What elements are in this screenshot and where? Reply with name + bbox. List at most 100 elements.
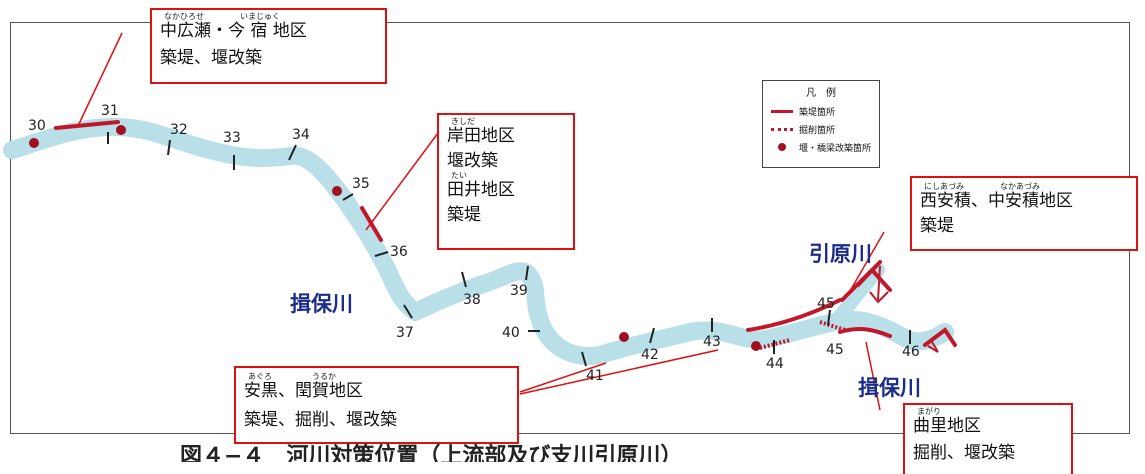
callout-nakahirose: なかひろせ いまじゅく 中広瀬・今 宿 地区 築堤、堰改築 bbox=[150, 8, 387, 84]
excavation-works bbox=[759, 320, 846, 350]
legend-item-excavation: 掘削箇所 bbox=[771, 123, 836, 136]
callout-title: まがり 曲里地区 bbox=[913, 408, 1063, 438]
ruby-text: なかあづみ bbox=[1000, 182, 1040, 191]
callout-title-text: 田井地区 bbox=[447, 179, 515, 200]
excavation-45 bbox=[819, 320, 846, 332]
river-channel bbox=[3, 117, 954, 365]
dotted-red-line-icon bbox=[771, 123, 793, 135]
arrow-upstream bbox=[927, 341, 939, 353]
station-label: 43 bbox=[703, 334, 721, 350]
red-dot-icon bbox=[771, 141, 793, 153]
hikihara-river-channel bbox=[828, 263, 885, 329]
river-label-ibo-upper: 揖保川 bbox=[290, 292, 353, 316]
embankment-tai bbox=[360, 206, 383, 242]
weir-dot-42 bbox=[619, 332, 629, 342]
callout-kishida: きしだ 岸田地区 堰改築 たい 田井地区 築堤 bbox=[437, 113, 575, 250]
tributary-arrows bbox=[869, 265, 939, 353]
callout-title: あぐろ うるか 安黒、閏賀地区 bbox=[244, 373, 509, 403]
tick-45 bbox=[827, 309, 831, 326]
weir-dot-30 bbox=[29, 138, 39, 148]
ruby-text: いまじゅく bbox=[240, 12, 280, 21]
station-label: 41 bbox=[586, 368, 604, 384]
callout-body: 掘削、堰改築 bbox=[913, 442, 1015, 463]
tick-34 bbox=[288, 144, 297, 161]
weir-bridge-works bbox=[29, 125, 761, 351]
leader-aguro-41 bbox=[519, 362, 607, 393]
tick-41 bbox=[581, 351, 587, 367]
leader-nakahirose bbox=[77, 32, 123, 127]
callout-title: なかひろせ いまじゅく 中広瀬・今 宿 地区 bbox=[160, 13, 377, 43]
callout-title-text: 西安積、中安積地区 bbox=[920, 191, 1073, 211]
tick-35 bbox=[342, 193, 354, 201]
station-label: 30 bbox=[28, 118, 46, 134]
callout-body: 築堤 bbox=[920, 215, 954, 236]
station-label: 33 bbox=[223, 130, 241, 146]
callout-title: にしあづみ なかあづみ 西安積、中安積地区 bbox=[920, 183, 1128, 213]
embankment-upstream bbox=[923, 327, 957, 347]
legend-label: 築堤箇所 bbox=[799, 107, 836, 118]
ruby-text: うるか bbox=[312, 372, 336, 381]
weir-dot-35 bbox=[332, 186, 342, 196]
solid-red-line-icon bbox=[771, 105, 793, 117]
legend: 凡 例 築堤箇所 掘削箇所 堰・橋梁改築箇所 bbox=[762, 80, 880, 168]
leader-lines bbox=[77, 32, 885, 411]
callout-title-text: 中広瀬・今 宿 地区 bbox=[160, 21, 307, 41]
station-label: 40 bbox=[502, 325, 520, 341]
weir-dot-31 bbox=[116, 125, 126, 135]
station-label: 46 bbox=[902, 344, 920, 360]
tick-42 bbox=[649, 327, 655, 344]
weir-dot-44 bbox=[751, 341, 761, 351]
callout-title-text: 岸田地区 bbox=[447, 126, 515, 146]
station-label: 42 bbox=[641, 347, 659, 363]
station-label: 45 bbox=[826, 342, 844, 358]
ruby-text: たい bbox=[451, 170, 467, 180]
embankment-nishiazumi-right bbox=[840, 260, 892, 302]
arrow-hikihara bbox=[869, 265, 889, 304]
legend-label: 掘削箇所 bbox=[799, 125, 836, 136]
station-label: 37 bbox=[396, 325, 414, 341]
river-label-hikihara: 引原川 bbox=[809, 242, 872, 266]
tick-39 bbox=[525, 265, 529, 281]
leader-nishiazumi bbox=[845, 231, 885, 299]
embankment-nishiazumi-left bbox=[746, 298, 842, 332]
callout-title-text: 曲里地区 bbox=[913, 416, 981, 436]
tick-37 bbox=[403, 304, 413, 319]
ruby-text: なかひろせ bbox=[164, 12, 204, 21]
excavation-aguro bbox=[759, 338, 791, 350]
station-label: 45 bbox=[817, 296, 835, 312]
callout-title-2: たい 田井地区 bbox=[447, 171, 565, 202]
ruby-text: あぐろ bbox=[248, 372, 272, 381]
station-label: 36 bbox=[390, 244, 408, 260]
callout-title: きしだ 岸田地区 bbox=[447, 118, 565, 148]
callout-title-text: 安黒、閏賀地区 bbox=[244, 381, 363, 401]
callout-body: 築堤、掘削、堰改築 bbox=[244, 409, 397, 430]
river-label-ibo-lower: 揖保川 bbox=[858, 376, 921, 400]
callout-nishiazumi: にしあづみ なかあづみ 西安積、中安積地区 築堤 bbox=[910, 176, 1138, 251]
figure-caption: 図４−４ 河川対策位置（上流部及び支川引原川） bbox=[180, 444, 683, 462]
station-label: 44 bbox=[766, 356, 784, 372]
legend-item-weir: 堰・橋梁改築箇所 bbox=[771, 141, 872, 154]
station-label: 34 bbox=[292, 127, 310, 143]
embankment-magari bbox=[838, 327, 892, 338]
station-label: 38 bbox=[463, 292, 481, 308]
station-label: 31 bbox=[101, 103, 119, 119]
legend-title: 凡 例 bbox=[806, 88, 836, 99]
callout-body: 築堤、堰改築 bbox=[160, 47, 262, 68]
callout-aguro: あぐろ うるか 安黒、閏賀地区 築堤、掘削、堰改築 bbox=[234, 366, 519, 444]
ruby-text: きしだ bbox=[451, 117, 475, 126]
callout-body: 堰改築 bbox=[447, 150, 498, 171]
tick-36 bbox=[374, 251, 389, 257]
station-label: 35 bbox=[352, 176, 370, 192]
tick-38 bbox=[461, 271, 467, 288]
embankment-works bbox=[54, 120, 957, 347]
callout-magari: まがり 曲里地区 掘削、堰改築 bbox=[903, 403, 1073, 474]
embankment-nakahirose bbox=[54, 120, 120, 130]
tick-32 bbox=[167, 139, 171, 156]
ruby-text: まがり bbox=[917, 407, 941, 416]
legend-label: 堰・橋梁改築箇所 bbox=[799, 143, 872, 154]
leader-magari bbox=[865, 341, 881, 411]
station-label: 39 bbox=[510, 283, 528, 299]
ruby-text: にしあづみ bbox=[924, 182, 964, 191]
legend-item-embankment: 築堤箇所 bbox=[771, 105, 836, 118]
